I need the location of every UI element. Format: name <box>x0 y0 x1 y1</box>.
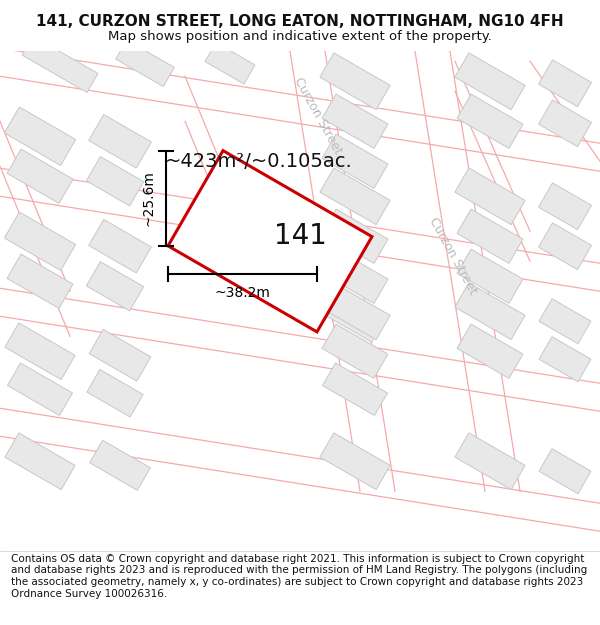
Polygon shape <box>7 254 73 308</box>
Polygon shape <box>320 168 390 224</box>
Text: Curzon Street: Curzon Street <box>292 76 344 157</box>
Polygon shape <box>415 51 520 491</box>
Polygon shape <box>4 107 76 166</box>
Polygon shape <box>8 363 73 416</box>
Polygon shape <box>0 408 600 531</box>
Polygon shape <box>539 223 592 269</box>
Polygon shape <box>322 249 388 303</box>
Polygon shape <box>5 323 75 379</box>
Text: Contains OS data © Crown copyright and database right 2021. This information is : Contains OS data © Crown copyright and d… <box>11 554 587 599</box>
Polygon shape <box>455 433 525 489</box>
Text: 141, CURZON STREET, LONG EATON, NOTTINGHAM, NG10 4FH: 141, CURZON STREET, LONG EATON, NOTTINGH… <box>36 14 564 29</box>
Polygon shape <box>539 449 591 494</box>
Polygon shape <box>457 324 523 378</box>
Polygon shape <box>89 329 151 381</box>
Text: 141: 141 <box>274 222 326 250</box>
Polygon shape <box>455 168 525 224</box>
Polygon shape <box>0 288 600 411</box>
Polygon shape <box>5 433 75 489</box>
Polygon shape <box>0 168 600 291</box>
Polygon shape <box>457 209 523 263</box>
Polygon shape <box>457 94 523 148</box>
Polygon shape <box>4 212 76 271</box>
Polygon shape <box>322 324 388 378</box>
Polygon shape <box>22 36 98 92</box>
Text: Map shows position and indicative extent of the property.: Map shows position and indicative extent… <box>108 30 492 43</box>
Text: Curzon Street: Curzon Street <box>427 216 479 297</box>
Polygon shape <box>322 134 388 188</box>
Polygon shape <box>539 100 592 147</box>
Polygon shape <box>323 363 388 416</box>
Polygon shape <box>322 94 388 148</box>
Polygon shape <box>539 183 592 229</box>
Polygon shape <box>322 209 388 263</box>
Polygon shape <box>0 48 600 171</box>
Polygon shape <box>320 283 390 339</box>
Polygon shape <box>320 53 390 109</box>
Polygon shape <box>205 42 255 84</box>
Polygon shape <box>7 149 73 203</box>
Polygon shape <box>539 299 591 344</box>
Polygon shape <box>89 440 151 490</box>
Polygon shape <box>168 151 372 332</box>
Polygon shape <box>290 51 395 491</box>
Polygon shape <box>89 219 151 273</box>
Polygon shape <box>455 53 525 109</box>
Polygon shape <box>86 262 143 311</box>
Polygon shape <box>457 249 523 303</box>
Polygon shape <box>89 114 151 168</box>
Text: ~25.6m: ~25.6m <box>142 170 155 226</box>
Polygon shape <box>320 433 390 489</box>
Text: ~423m²/~0.105ac.: ~423m²/~0.105ac. <box>165 152 353 171</box>
Polygon shape <box>324 291 386 342</box>
Polygon shape <box>539 60 592 107</box>
Text: #bbbbbb: #bbbbbb <box>315 111 321 112</box>
Polygon shape <box>539 337 591 382</box>
Text: ~38.2m: ~38.2m <box>215 286 271 300</box>
Polygon shape <box>116 40 175 86</box>
Polygon shape <box>86 157 143 206</box>
Polygon shape <box>87 369 143 417</box>
Polygon shape <box>455 283 525 339</box>
